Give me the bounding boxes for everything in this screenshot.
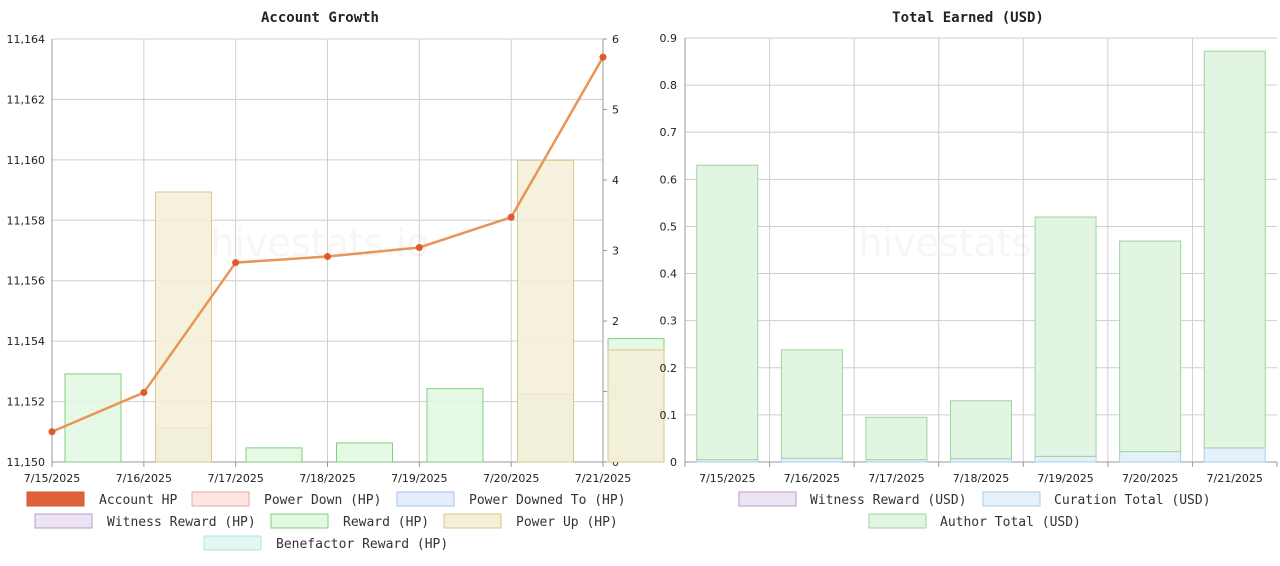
y-left-tick-label: 11,150: [7, 456, 46, 469]
power-up-hp-bar: [155, 191, 212, 463]
chart-title: Account Growth: [261, 10, 379, 26]
legend-label: Witness Reward (HP): [107, 515, 256, 530]
power-up-hp-bar: [607, 349, 665, 463]
curation-total-usd-bar: [780, 457, 843, 463]
y-tick-label: 0.4: [660, 268, 678, 281]
y-tick-label: 0.6: [660, 173, 678, 186]
x-tick-label: 7/21/2025: [1207, 472, 1263, 485]
x-tick-label: 7/18/2025: [299, 472, 355, 485]
legend-label: Power Down (HP): [264, 493, 381, 508]
account-hp-point: [232, 259, 240, 267]
x-tick-label: 7/19/2025: [391, 472, 447, 485]
legend-swatch: [443, 513, 502, 529]
y-right-tick-label: 5: [612, 104, 619, 117]
x-tick-label: 7/17/2025: [868, 472, 924, 485]
legend-swatch: [203, 535, 262, 551]
legend-swatch: [34, 513, 93, 529]
x-tick-label: 7/15/2025: [699, 472, 755, 485]
reward-hp-bar: [426, 388, 484, 463]
legend-swatch: [396, 491, 455, 507]
x-tick-label: 7/16/2025: [784, 472, 840, 485]
x-tick-label: 7/19/2025: [1037, 472, 1093, 485]
author-total-usd-bar: [950, 400, 1012, 460]
y-left-tick-label: 11,164: [7, 33, 46, 46]
account-hp-point: [140, 389, 148, 397]
y-left-tick-label: 11,160: [7, 154, 46, 167]
y-tick-label: 0.8: [660, 79, 678, 92]
x-tick-label: 7/15/2025: [24, 472, 80, 485]
legend-swatch: [868, 513, 927, 529]
author-total-usd-bar: [696, 164, 759, 461]
author-total-usd-bar: [1119, 240, 1182, 453]
curation-total-usd-bar: [1119, 451, 1182, 463]
legend-label: Witness Reward (USD): [810, 493, 967, 508]
chart-title: Total Earned (USD): [892, 10, 1044, 26]
legend-label: Author Total (USD): [940, 515, 1081, 530]
legend-swatch: [270, 513, 329, 529]
y-right-tick-label: 6: [612, 33, 619, 46]
legend-swatch: [738, 491, 797, 507]
y-left-tick-label: 11,154: [7, 335, 46, 348]
legend-label: Account HP: [99, 493, 177, 508]
curation-total-usd-bar: [1203, 447, 1266, 463]
legend-label: Reward (HP): [343, 515, 429, 530]
y-left-tick-label: 11,162: [7, 93, 46, 106]
y-left-tick-label: 11,158: [7, 214, 46, 227]
account-growth-chart: Account Growth 11,150 11,152 11,154 11,156 11…: [7, 10, 665, 552]
legend-swatch: [191, 491, 250, 507]
y-tick-label: 0.9: [660, 32, 678, 45]
x-tick-label: 7/21/2025: [575, 472, 631, 485]
legend-swatch: [982, 491, 1041, 507]
reward-hp-bar: [64, 373, 122, 463]
y-tick-label: 0.3: [660, 315, 678, 328]
legend-label: Curation Total (USD): [1054, 493, 1211, 508]
reward-hp-bar: [245, 447, 303, 463]
account-hp-point: [415, 243, 423, 251]
curation-total-usd-bar: [1034, 455, 1097, 463]
author-total-usd-bar: [780, 349, 843, 459]
y-left-tick-label: 11,152: [7, 396, 46, 409]
account-hp-point: [507, 213, 515, 221]
power-up-hp-bar: [517, 159, 574, 463]
legend-label: Power Up (HP): [516, 515, 618, 530]
y-left-tick-label: 11,156: [7, 275, 46, 288]
y-tick-label: 0.2: [660, 362, 678, 375]
author-total-usd-bar: [865, 416, 928, 461]
y-tick-label: 0.5: [660, 220, 678, 233]
y-tick-label: 0: [670, 456, 677, 469]
author-total-usd-bar: [1203, 50, 1266, 449]
legend-swatch: [26, 491, 85, 507]
x-tick-label: 7/20/2025: [1122, 472, 1178, 485]
reward-hp-bar: [336, 442, 393, 463]
watermark-text: hivestats.io: [210, 221, 429, 265]
x-tick-label: 7/16/2025: [116, 472, 172, 485]
x-tick-label: 7/20/2025: [483, 472, 539, 485]
total-earned-chart: Total Earned (USD) 0 0.1 0.2 0.3 0.4 0.5 0.6 0.7…: [660, 10, 1278, 530]
x-tick-label: 7/17/2025: [207, 472, 263, 485]
y-right-tick-label: 2: [612, 315, 619, 328]
y-right-tick-label: 3: [612, 245, 619, 258]
account-hp-point: [48, 428, 56, 436]
legend-label: Power Downed To (HP): [469, 493, 626, 508]
account-hp-point: [324, 253, 331, 261]
y-tick-label: 0.7: [660, 126, 678, 139]
legend-label: Benefactor Reward (HP): [276, 537, 448, 552]
y-right-tick-label: 4: [612, 174, 619, 187]
x-tick-label: 7/18/2025: [953, 472, 1009, 485]
account-hp-point: [599, 53, 607, 61]
author-total-usd-bar: [1034, 216, 1097, 457]
y-tick-label: 0.1: [660, 409, 678, 422]
